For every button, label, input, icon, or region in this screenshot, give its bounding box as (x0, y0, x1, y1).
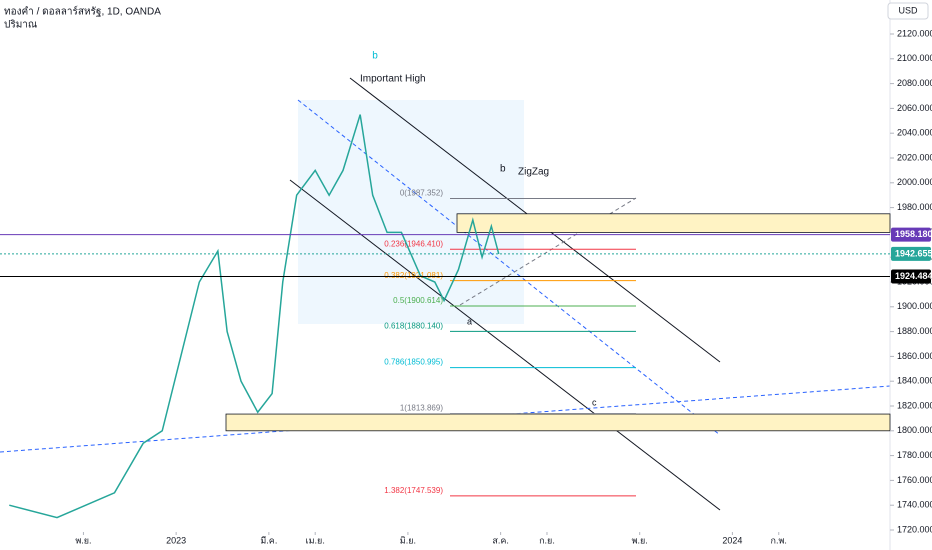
y-tick-label: 1820.000 (897, 400, 932, 410)
demand-zone (225, 413, 891, 432)
currency-button[interactable] (887, 2, 929, 20)
volume-profile-box (298, 100, 524, 324)
y-tick-label: 2060.000 (897, 103, 932, 113)
y-tick-label: 2000.000 (897, 177, 932, 187)
fib-label: 1(1813.869) (400, 404, 443, 413)
annotation: a (467, 316, 472, 326)
annotation: Important High (360, 74, 426, 85)
fib-label: 0.236(1946.410) (384, 239, 443, 248)
y-tick-label: 1840.000 (897, 376, 932, 386)
price-tag (891, 269, 931, 284)
x-tick-label: พ.ย. (75, 535, 91, 545)
price-line (9, 114, 500, 519)
fib-label: 0.5(1900.614) (393, 296, 443, 305)
channel-midline (297, 99, 721, 436)
y-tick-label: 2120.000 (897, 28, 932, 38)
price-tag-label: 1924.484 (895, 271, 932, 281)
y-tick-label: 1720.000 (897, 524, 932, 534)
supply-zone (456, 213, 891, 233)
y-tick-label: 1800.000 (897, 425, 932, 435)
fib-label: 0(1987.352) (400, 189, 443, 198)
price-tag (891, 246, 931, 261)
annotation: b (500, 164, 506, 175)
y-tick-label: 1740.000 (897, 500, 932, 510)
annotation: b (372, 51, 378, 62)
x-tick-label: ก.ย. (539, 535, 555, 545)
y-tick-label: 1860.000 (897, 351, 932, 361)
y-tick-label: 2080.000 (897, 78, 932, 88)
y-tick-label: 2020.000 (897, 152, 932, 162)
fib-label: 1.382(1747.539) (384, 486, 443, 495)
x-tick-label: 2023 (166, 535, 186, 545)
x-tick-label: ก.พ. (771, 535, 787, 545)
x-tick-label: มี.ค. (260, 535, 277, 545)
y-tick-label: 2040.000 (897, 128, 932, 138)
volume-label: ปริมาณ (4, 20, 37, 31)
annotation: c (592, 397, 597, 407)
price-tag (891, 227, 931, 242)
y-tick-label: 1760.000 (897, 475, 932, 485)
fib-label: 0.618(1880.140) (384, 322, 443, 331)
fib-label: 0.382(1921.081) (384, 271, 443, 280)
x-tick-label: พ.ย. (632, 535, 648, 545)
y-tick-label: 1980.000 (897, 202, 932, 212)
y-tick-label: 2100.000 (897, 53, 932, 63)
annotation: ZigZag (518, 167, 549, 178)
y-tick-label: 1900.000 (897, 301, 932, 311)
x-tick-label: ส.ค. (492, 535, 509, 545)
price-tag-label: 1958.180 (895, 229, 932, 239)
x-tick-label: เม.ย. (306, 535, 325, 545)
x-tick-label: มิ.ย. (400, 535, 416, 545)
fib-label: 0.786(1850.995) (384, 358, 443, 367)
y-tick-label: 1880.000 (897, 326, 932, 336)
currency: USD (898, 5, 918, 15)
chart-title: ทองคำ / ดอลลาร์สหรัฐ, 1D, OANDA (4, 6, 161, 18)
y-tick-label: 1780.000 (897, 450, 932, 460)
trend-line (0, 385, 891, 453)
price-tag-label: 1942.655 (895, 248, 932, 258)
x-tick-label: 2024 (722, 535, 742, 545)
